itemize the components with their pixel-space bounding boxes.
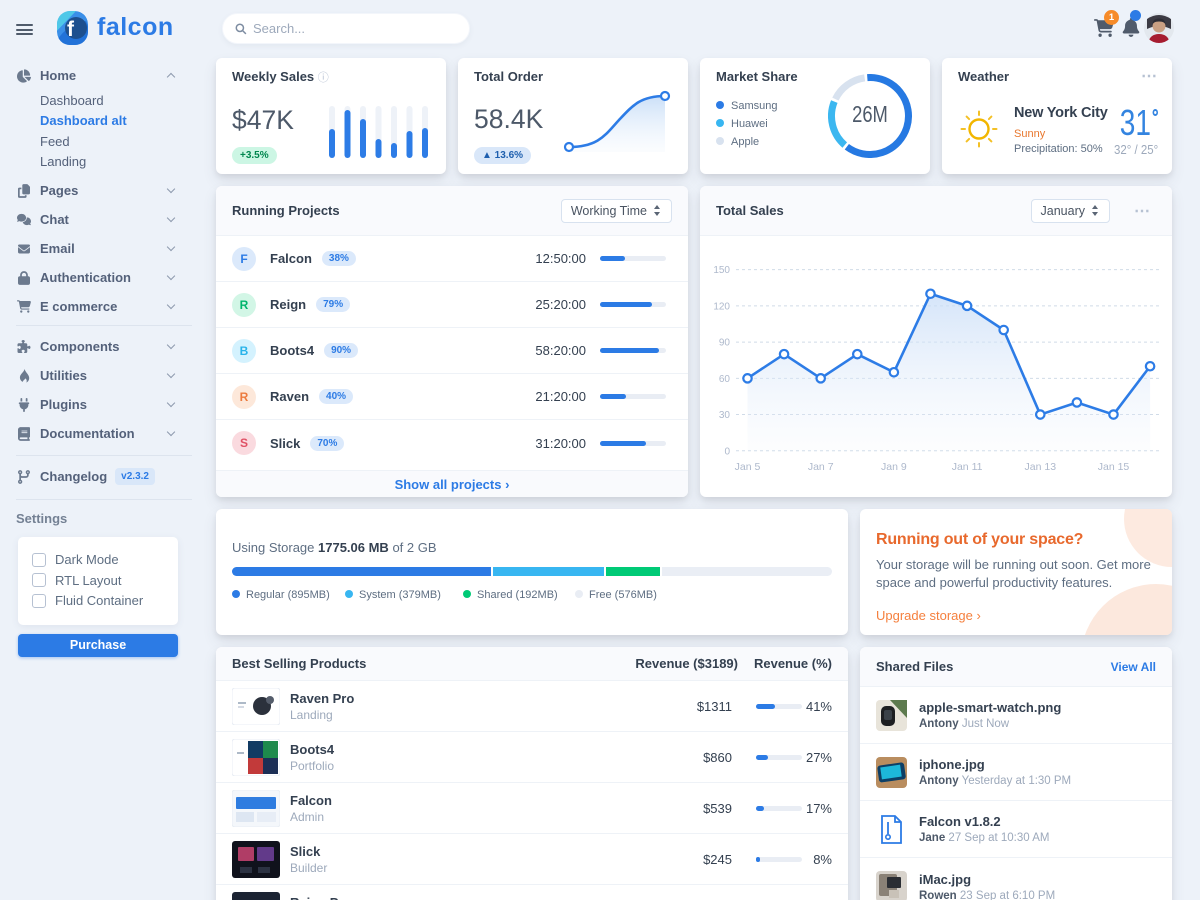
svg-text:150: 150 <box>713 265 730 276</box>
svg-text:Jan 13: Jan 13 <box>1025 461 1057 473</box>
svg-text:30: 30 <box>719 410 731 421</box>
svg-text:26M: 26M <box>852 102 888 127</box>
svg-text:Jan 11: Jan 11 <box>952 461 983 473</box>
svg-text:Jan 7: Jan 7 <box>808 461 834 473</box>
svg-text:Jan 5: Jan 5 <box>735 461 761 473</box>
svg-text:120: 120 <box>713 301 730 312</box>
svg-text:Jan 9: Jan 9 <box>881 461 907 473</box>
svg-text:0: 0 <box>724 446 730 457</box>
svg-text:f: f <box>67 18 75 41</box>
svg-text:Jan 15: Jan 15 <box>1098 461 1130 473</box>
svg-text:90: 90 <box>719 338 731 349</box>
svg-text:60: 60 <box>719 374 731 385</box>
